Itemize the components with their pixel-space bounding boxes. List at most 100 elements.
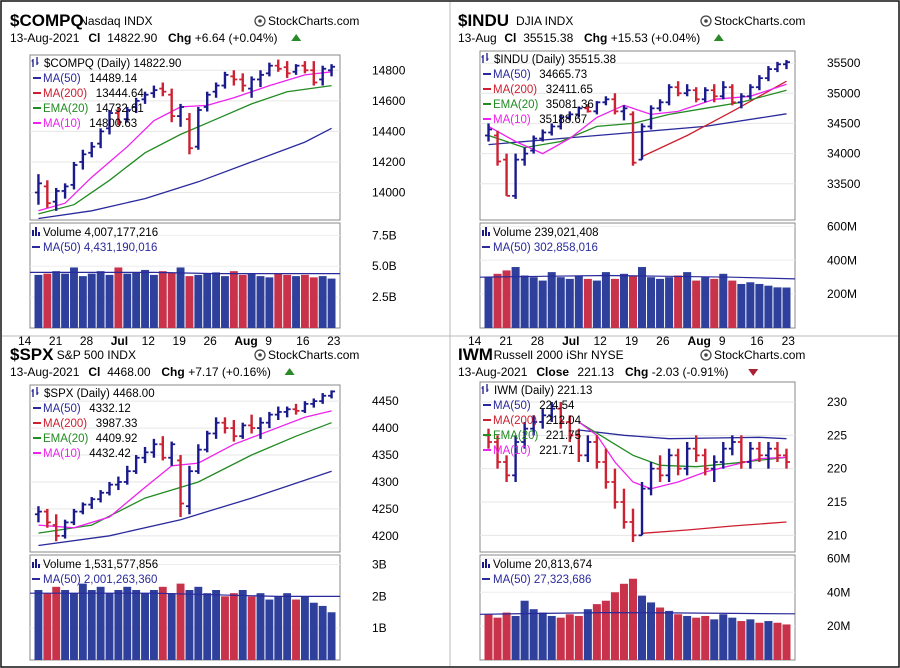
volume-bar (619, 273, 628, 328)
ohlc-bar (34, 174, 42, 205)
ohlc-bar (168, 88, 176, 123)
volume-bar (70, 593, 78, 660)
volume-bar (123, 273, 132, 328)
ohlc-bar (283, 61, 291, 78)
legend-value-ma10: 35188.67 (539, 114, 587, 126)
x-tick-label: 16 (750, 334, 764, 348)
volume-bar (638, 267, 647, 328)
ohlc-bar (512, 153, 520, 199)
ohlc-bar (88, 142, 96, 158)
brand-text: StockCharts.com (714, 348, 805, 362)
price-tick-label: 4400 (372, 421, 399, 435)
ma10-line (578, 421, 787, 490)
legend-label-ema20: EMA(20) (43, 103, 89, 115)
volume-bar (719, 614, 728, 660)
volume-bar (529, 277, 538, 328)
ohlc-bar (647, 462, 655, 496)
volume-bar (737, 621, 746, 660)
volume-bar (114, 590, 123, 660)
legend-label-ma10: MA(10) (43, 448, 81, 460)
legend-label-ma50: MA(50) (43, 73, 81, 85)
change-value: -2.03 (-0.91%) (652, 365, 729, 379)
volume-bar (502, 270, 511, 328)
logo-icon-dot (704, 353, 708, 357)
legend-series-label: $INDU (Daily) 35515.38 (494, 54, 616, 66)
ohlc-bar (257, 417, 264, 439)
ohlc-bar (728, 435, 736, 456)
x-tick-label: 9 (265, 334, 272, 348)
ohlc-bar (230, 420, 238, 442)
volume-bar (556, 617, 565, 660)
volume-bar (34, 274, 43, 328)
stockcharts-logo: StockCharts.com (254, 348, 359, 362)
ohlc-bar (584, 435, 592, 462)
volume-ma-label: MA(50) 302,858,016 (493, 242, 598, 254)
legend-label-ema20: EMA(20) (493, 430, 539, 442)
ohlc-bar (665, 84, 673, 106)
volume-tick-label: 200M (827, 287, 857, 301)
volume-bar (194, 274, 203, 328)
volume-bar (737, 283, 746, 328)
volume-bar (318, 605, 327, 660)
ohlc-bar (61, 519, 69, 539)
price-tick-label: 4350 (372, 448, 399, 462)
volume-tick-label: 1B (372, 621, 387, 635)
volume-bar (221, 276, 229, 328)
volume-bar (710, 619, 719, 660)
volume-ma-line (30, 271, 340, 275)
x-tick-label: 26 (656, 666, 670, 668)
close-value: 221.13 (577, 365, 614, 379)
ohlc-bar (494, 130, 502, 166)
volume-bar (565, 614, 574, 660)
x-tick-label: 19 (173, 666, 187, 668)
ohlc-bar (265, 411, 273, 429)
ohlc-bar (629, 508, 637, 542)
ohlc-bar (177, 103, 185, 127)
volume-label: Volume 1,531,577,856 (43, 559, 158, 571)
change-label: Chg (625, 365, 648, 379)
ohlc-bar (602, 96, 610, 106)
ohlc-bar (755, 442, 763, 462)
ohlc-bar (274, 59, 282, 72)
brand-text: StockCharts.com (268, 348, 359, 362)
volume-bar (764, 621, 773, 660)
legend-value-ema20: 14732.61 (96, 103, 144, 115)
ohlc-bar (755, 75, 763, 91)
chart-date: 13-Aug-2021 (10, 365, 80, 379)
ohlc-bar (159, 82, 167, 97)
ohlc-bar (683, 84, 691, 97)
ohlc-bar (257, 70, 264, 88)
volume-bar (229, 271, 238, 328)
volume-ma-line (30, 592, 340, 598)
logo-icon (700, 349, 712, 361)
volume-bar (674, 614, 683, 660)
ohlc-bar (575, 106, 583, 118)
volume-bar (212, 272, 221, 328)
x-tick-label: 28 (531, 334, 545, 348)
logo-icon-dot (258, 353, 262, 357)
volume-bar (538, 612, 547, 660)
ohlc-bar (194, 106, 202, 150)
volume-icon (32, 559, 40, 568)
volume-bar (87, 590, 96, 660)
volume-bar (221, 596, 229, 660)
x-tick-label: 26 (656, 334, 670, 348)
brand-text: StockCharts.com (268, 14, 359, 28)
ohlc-bar (328, 390, 336, 399)
volume-ma-line (479, 611, 796, 615)
ohlc-bar (746, 442, 754, 469)
ohlc-bar (530, 415, 538, 436)
ohlc-bar (764, 442, 772, 469)
ohlc-bar (114, 106, 122, 126)
volume-bar (610, 278, 619, 328)
volume-bar (265, 277, 274, 328)
ohlc-bar (701, 87, 709, 103)
volume-bar (132, 590, 141, 660)
volume-bar (764, 285, 773, 328)
volume-bar (309, 277, 318, 328)
ohlc-bar (70, 508, 78, 526)
ohlc-bar (530, 135, 538, 154)
ma50-line (38, 127, 332, 220)
